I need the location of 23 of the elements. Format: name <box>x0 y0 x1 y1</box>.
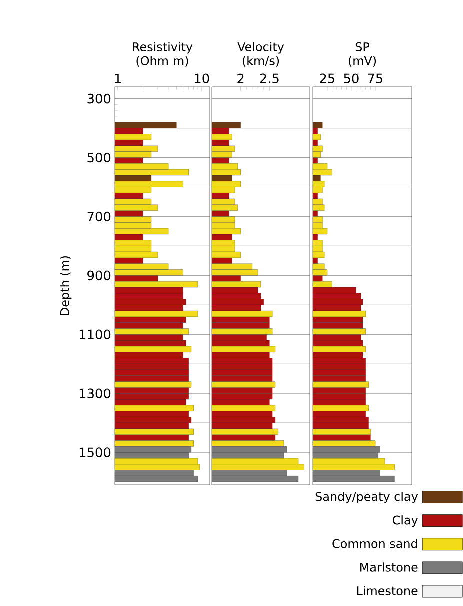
y-tick-label: 500 <box>88 152 111 163</box>
x-tick-label: 1 <box>115 74 121 84</box>
legend-label: Common sand <box>332 539 418 548</box>
legend-label: Clay <box>392 516 418 528</box>
legend-label: Sandy/peaty clay <box>316 492 418 504</box>
y-tick-label: 1100 <box>80 330 111 340</box>
x-tick-label: 25 <box>320 74 335 84</box>
y-tick-label: 300 <box>88 94 111 104</box>
y-axis-title: Depth (m) <box>60 256 72 316</box>
x-tick-label: 10 <box>195 74 210 84</box>
x-axis-title: Velocity (km/s) <box>238 42 284 67</box>
x-axis-title: SP (mV) <box>348 42 376 67</box>
y-tick-label: 1500 <box>80 448 111 458</box>
x-tick-label: 2 <box>238 74 244 84</box>
x-tick-label: 2.5 <box>260 74 279 84</box>
x-axis-title: Resistivity (Ohm m) <box>133 42 193 67</box>
x-tick-label: 50 <box>344 74 359 84</box>
y-tick-label: 700 <box>88 212 111 222</box>
x-tick-label: 75 <box>368 74 383 84</box>
y-tick-label: 900 <box>88 270 111 281</box>
y-tick-label: 1300 <box>80 388 111 399</box>
legend-label: Limestone <box>357 586 418 596</box>
legend-label: Marlstone <box>360 562 418 572</box>
